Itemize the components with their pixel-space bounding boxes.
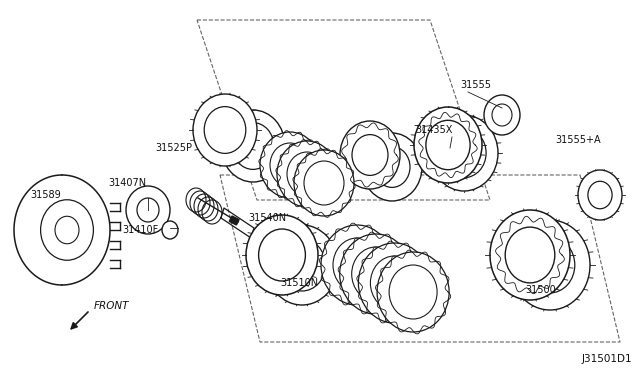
Text: 31510N: 31510N <box>280 278 318 288</box>
Text: 31435X: 31435X <box>415 125 452 135</box>
Text: FRONT: FRONT <box>94 301 129 311</box>
Ellipse shape <box>277 141 337 207</box>
Ellipse shape <box>484 95 520 135</box>
Ellipse shape <box>490 210 570 300</box>
Ellipse shape <box>266 225 338 305</box>
Ellipse shape <box>414 107 482 183</box>
Ellipse shape <box>126 186 170 234</box>
Bar <box>229 216 239 225</box>
Text: 31407N: 31407N <box>108 178 146 188</box>
Ellipse shape <box>510 220 590 310</box>
Text: 31525P: 31525P <box>155 143 192 153</box>
Ellipse shape <box>340 234 412 314</box>
Text: 31410F: 31410F <box>122 225 158 235</box>
Ellipse shape <box>294 150 354 216</box>
Ellipse shape <box>321 225 393 305</box>
Ellipse shape <box>260 132 320 198</box>
Ellipse shape <box>162 221 178 239</box>
Ellipse shape <box>221 110 285 182</box>
Text: 31589: 31589 <box>30 190 61 200</box>
Text: 31555: 31555 <box>460 80 491 90</box>
Ellipse shape <box>340 121 400 189</box>
Ellipse shape <box>246 215 318 295</box>
Text: 31555+A: 31555+A <box>555 135 600 145</box>
Ellipse shape <box>358 243 430 323</box>
Ellipse shape <box>578 170 622 220</box>
Ellipse shape <box>193 94 257 166</box>
Ellipse shape <box>430 115 498 191</box>
Text: J31501D1: J31501D1 <box>581 354 632 364</box>
Text: 31540N: 31540N <box>248 213 286 223</box>
Ellipse shape <box>362 133 422 201</box>
Ellipse shape <box>377 252 449 332</box>
Text: 31500: 31500 <box>525 285 556 295</box>
